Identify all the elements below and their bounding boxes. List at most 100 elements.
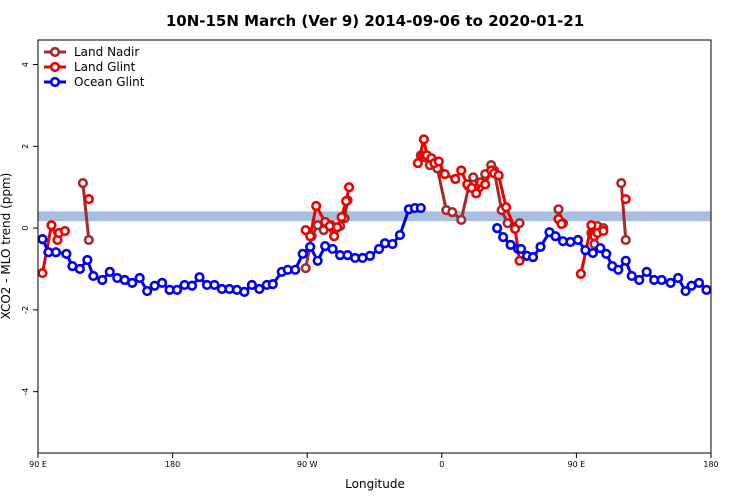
data-point: [364, 250, 376, 262]
data-point: [50, 247, 62, 258]
data-point: [450, 173, 461, 185]
data-point: [556, 218, 567, 230]
data-point: [492, 222, 503, 234]
data-point: [305, 241, 316, 253]
x-tick-label: 90 E: [29, 460, 47, 469]
data-point: [456, 165, 467, 176]
data-point: [680, 285, 691, 297]
data-point: [332, 222, 343, 233]
data-point: [620, 255, 631, 266]
legend-marker: [49, 46, 61, 58]
data-point: [553, 204, 564, 215]
data-point: [634, 274, 645, 286]
x-tick-label: 90 E: [568, 460, 586, 469]
data-point: [83, 234, 94, 246]
data-point: [514, 255, 525, 266]
data-point: [290, 264, 301, 275]
plot-frame: [37, 39, 712, 454]
data-point: [97, 274, 108, 286]
data-point: [550, 231, 561, 242]
data-point: [501, 202, 512, 213]
data-point: [626, 270, 637, 282]
legend-marker: [49, 61, 61, 73]
data-point: [598, 225, 609, 237]
data-point: [329, 231, 340, 242]
data-point: [104, 266, 115, 277]
data-point: [456, 214, 467, 226]
data-point: [77, 178, 88, 189]
y-tick-label: 0: [21, 226, 30, 231]
data-point: [447, 207, 458, 218]
y-tick-label: -2: [21, 306, 30, 314]
data-point: [672, 272, 684, 284]
data-point: [587, 247, 598, 259]
data-point: [613, 264, 624, 275]
data-point: [468, 172, 479, 183]
data-point: [415, 202, 426, 214]
data-point: [665, 277, 676, 288]
data-point: [127, 277, 138, 288]
data-point: [527, 252, 539, 263]
data-point: [373, 243, 385, 255]
data-point: [88, 270, 99, 282]
data-point: [515, 243, 527, 255]
legend-label: Ocean Glint: [74, 75, 145, 89]
data-point: [343, 182, 355, 193]
data-point: [620, 193, 631, 205]
data-point: [83, 193, 94, 205]
data-point: [505, 239, 516, 250]
data-point: [186, 280, 198, 291]
data-point: [340, 196, 352, 207]
data-point: [572, 234, 583, 246]
data-point: [412, 157, 423, 169]
legend-label: Land Glint: [74, 60, 136, 74]
data-point: [59, 225, 71, 237]
y-tick-label: -4: [21, 388, 30, 396]
data-point: [433, 156, 444, 167]
x-tick-label: 90 W: [297, 460, 318, 469]
data-point: [194, 272, 205, 283]
data-point: [498, 231, 509, 243]
data-point: [311, 200, 322, 212]
data-point: [616, 178, 627, 189]
data-point: [82, 254, 93, 266]
data-point: [535, 241, 546, 253]
data-point: [312, 255, 323, 266]
data-point: [246, 279, 257, 291]
data-point: [480, 179, 491, 190]
data-point: [595, 243, 606, 254]
data-point: [134, 272, 145, 284]
data-point: [46, 220, 57, 231]
data-point: [418, 134, 429, 145]
x-tick-label: 180: [165, 460, 180, 469]
x-axis-label: Longitude: [345, 477, 405, 491]
x-tick-label: 0: [439, 460, 444, 469]
data-point: [471, 188, 482, 199]
data-point: [439, 169, 450, 180]
data-point: [37, 234, 48, 245]
data-point: [701, 284, 712, 295]
data-point: [157, 277, 168, 288]
data-point: [693, 277, 705, 288]
data-point: [300, 263, 311, 274]
data-point: [142, 285, 153, 297]
data-point: [267, 279, 278, 290]
data-point: [297, 248, 308, 259]
x-tick-label: 180: [703, 460, 718, 469]
data-point: [394, 229, 406, 241]
y-axis-label: XCO2 - MLO trend (ppm): [0, 173, 13, 320]
legend-label: Land Nadir: [74, 45, 139, 59]
data-point: [327, 243, 338, 255]
y-tick-label: 2: [21, 144, 30, 149]
legend-marker: [49, 76, 61, 88]
data-point: [656, 274, 667, 286]
data-point: [336, 211, 347, 223]
data-point: [254, 283, 265, 295]
data-point: [305, 231, 316, 242]
data-point: [601, 248, 612, 259]
data-point: [37, 267, 48, 279]
data-point: [620, 234, 631, 246]
data-point: [209, 279, 220, 291]
data-point: [509, 223, 521, 235]
